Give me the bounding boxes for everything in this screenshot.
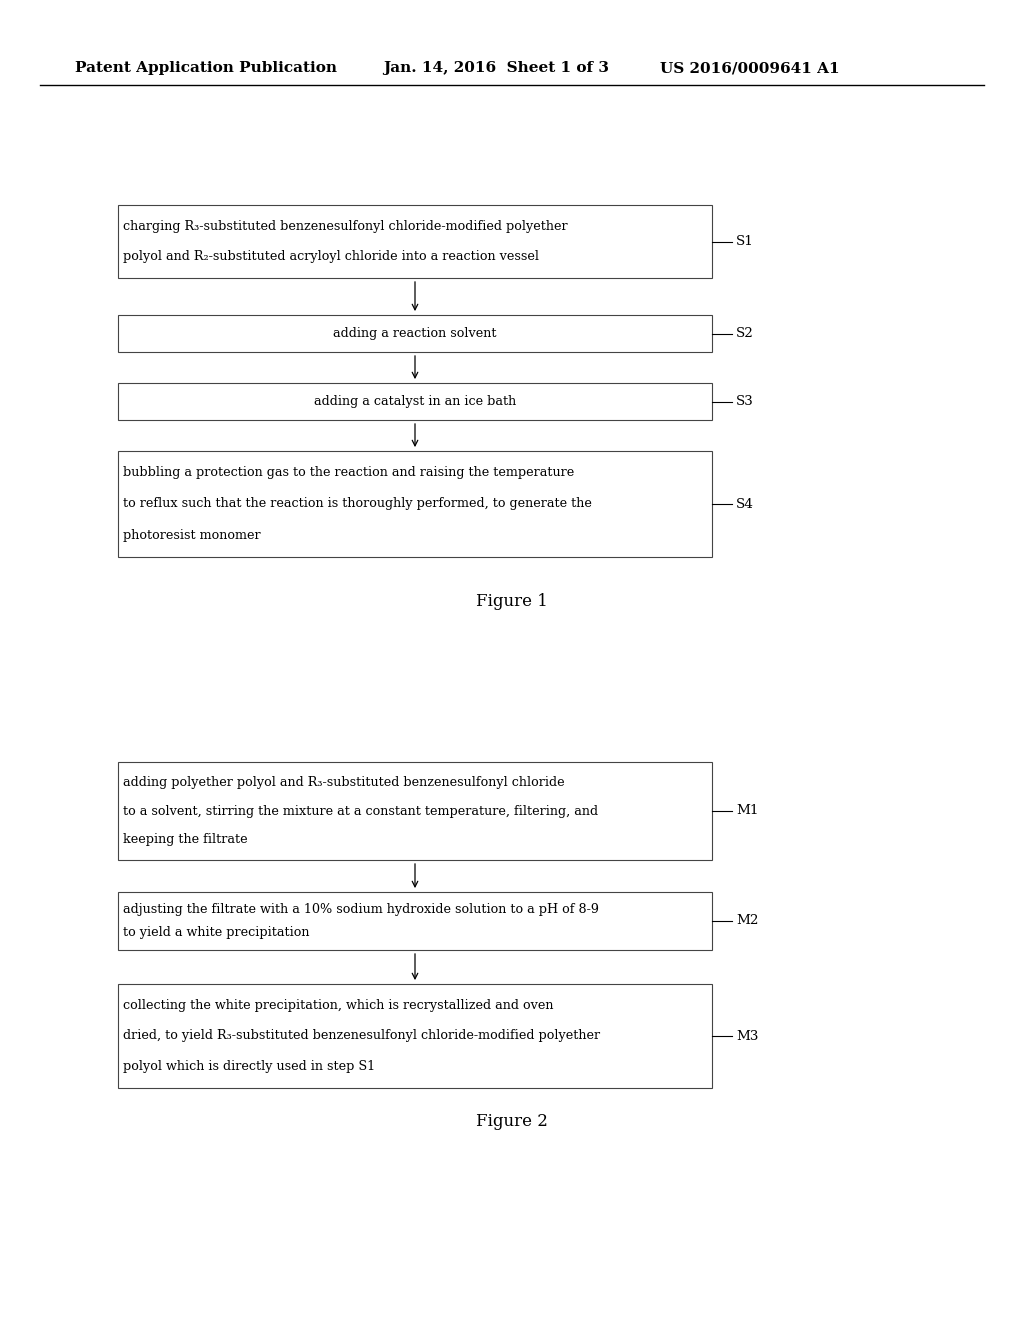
- Bar: [118, 983, 712, 1088]
- Text: to a solvent, stirring the mixture at a constant temperature, filtering, and: to a solvent, stirring the mixture at a …: [123, 804, 598, 817]
- Text: keeping the filtrate: keeping the filtrate: [123, 833, 248, 846]
- Text: Figure 2: Figure 2: [476, 1114, 548, 1130]
- Text: bubbling a protection gas to the reaction and raising the temperature: bubbling a protection gas to the reactio…: [123, 466, 574, 479]
- Text: Jan. 14, 2016  Sheet 1 of 3: Jan. 14, 2016 Sheet 1 of 3: [383, 61, 609, 75]
- Text: S2: S2: [736, 327, 754, 341]
- Text: Figure 1: Figure 1: [476, 594, 548, 610]
- Text: M1: M1: [736, 804, 759, 817]
- Bar: [118, 315, 712, 352]
- Text: dried, to yield R₃-substituted benzenesulfonyl chloride-modified polyether: dried, to yield R₃-substituted benzenesu…: [123, 1030, 600, 1043]
- Bar: [118, 383, 712, 420]
- Text: US 2016/0009641 A1: US 2016/0009641 A1: [660, 61, 840, 75]
- Text: to reflux such that the reaction is thoroughly performed, to generate the: to reflux such that the reaction is thor…: [123, 498, 592, 511]
- Text: adding a catalyst in an ice bath: adding a catalyst in an ice bath: [314, 395, 516, 408]
- Text: polyol which is directly used in step S1: polyol which is directly used in step S1: [123, 1060, 375, 1073]
- Text: adding a reaction solvent: adding a reaction solvent: [333, 327, 497, 341]
- Text: polyol and R₂-substituted acryloyl chloride into a reaction vessel: polyol and R₂-substituted acryloyl chlor…: [123, 251, 539, 263]
- Text: Patent Application Publication: Patent Application Publication: [75, 61, 337, 75]
- Text: collecting the white precipitation, which is recrystallized and oven: collecting the white precipitation, whic…: [123, 999, 554, 1012]
- Bar: [118, 451, 712, 557]
- Bar: [118, 762, 712, 861]
- Bar: [118, 205, 712, 279]
- Text: M2: M2: [736, 915, 759, 928]
- Text: adjusting the filtrate with a 10% sodium hydroxide solution to a pH of 8-9: adjusting the filtrate with a 10% sodium…: [123, 903, 599, 916]
- Text: S4: S4: [736, 498, 754, 511]
- Text: S1: S1: [736, 235, 754, 248]
- Text: S3: S3: [736, 395, 754, 408]
- Bar: [118, 892, 712, 950]
- Text: adding polyether polyol and R₃-substituted benzenesulfonyl chloride: adding polyether polyol and R₃-substitut…: [123, 776, 564, 789]
- Text: M3: M3: [736, 1030, 759, 1043]
- Text: charging R₃-substituted benzenesulfonyl chloride-modified polyether: charging R₃-substituted benzenesulfonyl …: [123, 219, 567, 232]
- Text: photoresist monomer: photoresist monomer: [123, 529, 261, 541]
- Text: to yield a white precipitation: to yield a white precipitation: [123, 927, 309, 939]
